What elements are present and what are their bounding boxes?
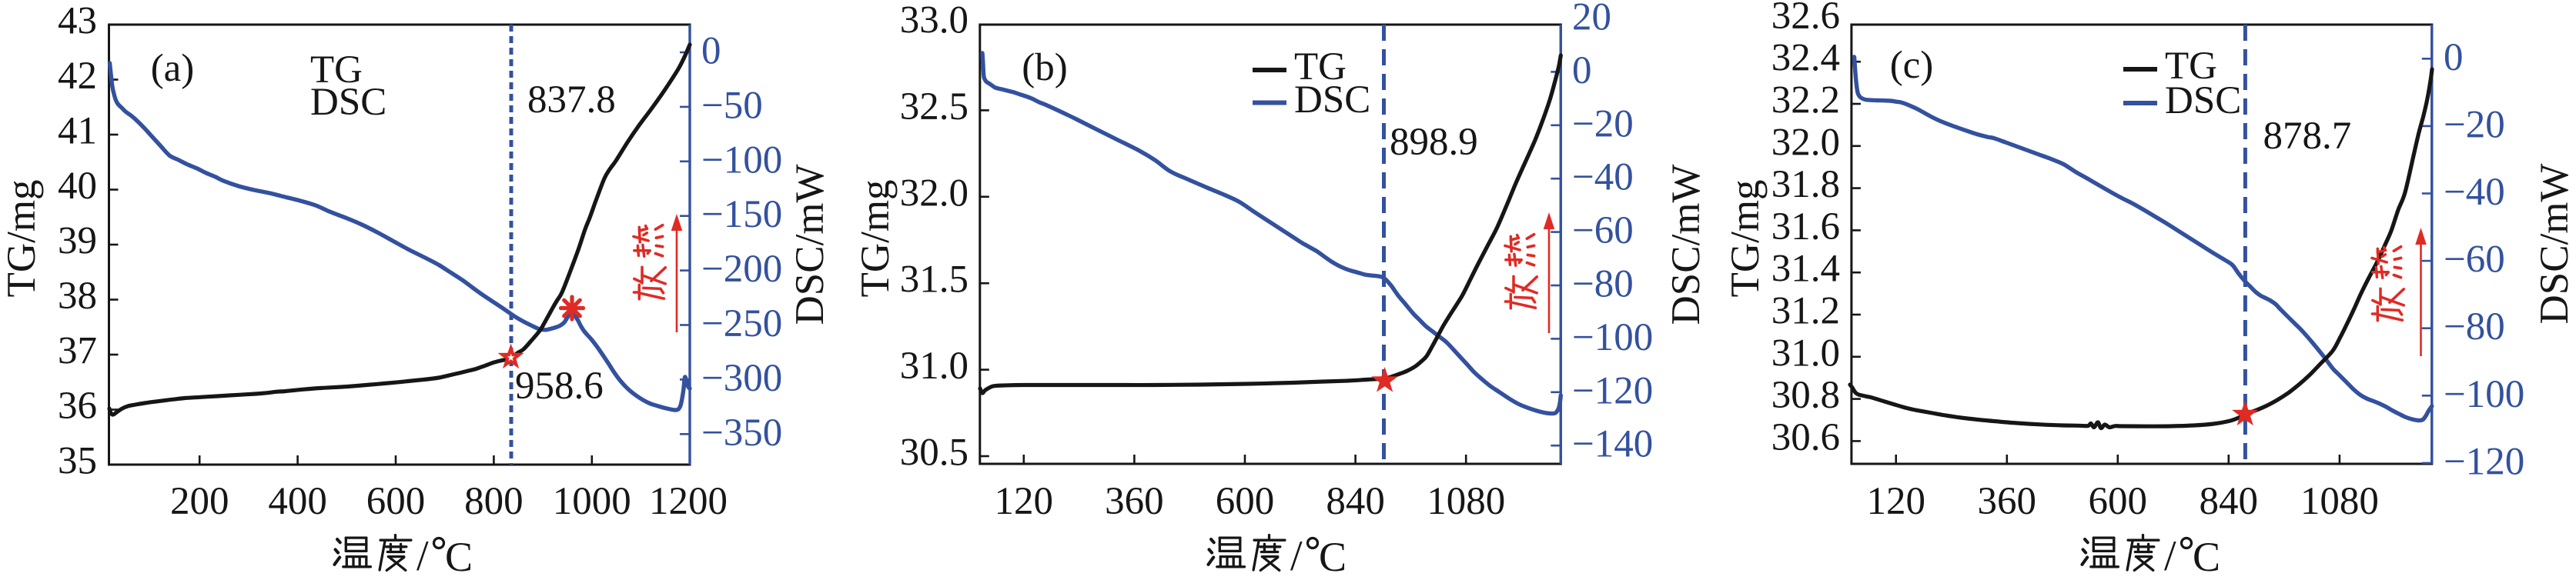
svg-text:360: 360 (1105, 480, 1164, 523)
svg-text:C: C (1319, 534, 1347, 580)
svg-text:−140: −140 (1572, 423, 1653, 466)
svg-text:/: / (417, 532, 429, 580)
svg-text:33.0: 33.0 (900, 0, 969, 42)
svg-text:−20: −20 (1572, 102, 1634, 145)
svg-text:400: 400 (268, 480, 327, 523)
svg-text:37: 37 (58, 330, 97, 373)
svg-text:−100: −100 (701, 138, 782, 182)
svg-text:32.0: 32.0 (900, 172, 969, 215)
svg-text:800: 800 (464, 480, 524, 523)
svg-text:−80: −80 (2444, 305, 2505, 348)
svg-text:−100: −100 (2444, 373, 2524, 416)
svg-text:31.2: 31.2 (1771, 290, 1840, 333)
svg-text:31.6: 31.6 (1771, 205, 1840, 248)
svg-text:1000: 1000 (553, 480, 631, 523)
svg-text:C: C (2193, 534, 2220, 580)
svg-text:840: 840 (1326, 480, 1385, 523)
svg-text:0: 0 (1572, 49, 1592, 92)
svg-text:32.0: 32.0 (1771, 121, 1840, 164)
svg-text:TG/mg: TG/mg (1723, 179, 1768, 297)
svg-text:DSC: DSC (1294, 78, 1370, 122)
svg-text:0: 0 (2444, 36, 2464, 79)
svg-text:36: 36 (58, 385, 97, 428)
svg-text:−20: −20 (2444, 103, 2505, 146)
svg-text:38: 38 (58, 275, 97, 318)
svg-text:31.0: 31.0 (1771, 332, 1840, 375)
svg-text:(c): (c) (1890, 44, 1934, 87)
svg-text:−60: −60 (1572, 209, 1634, 252)
svg-text:DSC/mW: DSC/mW (788, 164, 832, 325)
svg-text:1200: 1200 (649, 480, 728, 523)
svg-text:42: 42 (58, 55, 97, 98)
svg-text:DSC: DSC (310, 81, 386, 124)
svg-text:1080: 1080 (2300, 480, 2379, 523)
svg-text:−50: −50 (701, 84, 763, 127)
svg-text:39: 39 (58, 220, 97, 263)
svg-text:200: 200 (170, 480, 229, 523)
svg-text:32.6: 32.6 (1771, 0, 1840, 38)
svg-text:/: / (1290, 532, 1303, 580)
svg-text:−100: −100 (1572, 316, 1653, 359)
svg-text:840: 840 (2200, 480, 2259, 523)
svg-text:837.8: 837.8 (527, 78, 616, 122)
svg-text:TG/mg: TG/mg (853, 179, 898, 297)
svg-text:(b): (b) (1022, 46, 1067, 89)
svg-text:600: 600 (2089, 480, 2148, 523)
svg-text:40: 40 (58, 165, 97, 208)
svg-text:31.4: 31.4 (1771, 248, 1840, 291)
svg-text:/: / (2164, 532, 2176, 580)
svg-text:−250: −250 (701, 302, 782, 345)
svg-text:0: 0 (701, 30, 721, 73)
svg-text:−150: −150 (701, 193, 782, 236)
svg-text:878.7: 878.7 (2263, 115, 2352, 158)
svg-text:120: 120 (995, 480, 1054, 523)
svg-text:32.2: 32.2 (1771, 79, 1840, 122)
svg-text:DSC: DSC (2165, 79, 2241, 122)
svg-text:30.8: 30.8 (1771, 374, 1840, 417)
svg-text:DSC/mW: DSC/mW (2532, 163, 2576, 324)
svg-text:35: 35 (58, 440, 97, 483)
svg-text:DSC/mW: DSC/mW (1664, 164, 1708, 325)
svg-text:−40: −40 (2444, 171, 2505, 214)
svg-text:32.4: 32.4 (1771, 37, 1840, 80)
svg-text:1080: 1080 (1427, 480, 1505, 523)
svg-text:(a): (a) (151, 47, 195, 90)
svg-text:30.6: 30.6 (1771, 416, 1840, 459)
svg-text:600: 600 (1216, 480, 1275, 523)
svg-text:TG: TG (310, 48, 363, 92)
svg-text:−80: −80 (1572, 263, 1634, 306)
svg-text:30.5: 30.5 (900, 432, 969, 475)
svg-text:120: 120 (1866, 480, 1925, 523)
svg-text:−120: −120 (1572, 369, 1653, 412)
svg-text:C: C (445, 534, 473, 580)
svg-text:−350: −350 (701, 412, 782, 455)
svg-text:600: 600 (366, 480, 426, 523)
svg-text:360: 360 (1978, 480, 2037, 523)
svg-text:41: 41 (58, 110, 97, 153)
svg-text:−120: −120 (2444, 440, 2524, 483)
svg-text:898.9: 898.9 (1390, 121, 1478, 164)
svg-text:958.6: 958.6 (515, 365, 604, 408)
svg-text:−300: −300 (701, 357, 782, 400)
svg-text:TG: TG (1294, 45, 1347, 88)
svg-text:TG: TG (2165, 45, 2217, 88)
svg-text:−40: −40 (1572, 156, 1634, 199)
svg-text:31.5: 31.5 (900, 258, 969, 302)
svg-text:43: 43 (58, 0, 97, 43)
svg-text:31.8: 31.8 (1771, 163, 1840, 206)
svg-text:32.5: 32.5 (900, 85, 969, 128)
svg-text:−60: −60 (2444, 238, 2505, 282)
svg-text:−200: −200 (701, 248, 782, 291)
svg-text:31.0: 31.0 (900, 345, 969, 388)
svg-text:TG/mg: TG/mg (0, 179, 44, 297)
svg-text:20: 20 (1572, 0, 1611, 39)
